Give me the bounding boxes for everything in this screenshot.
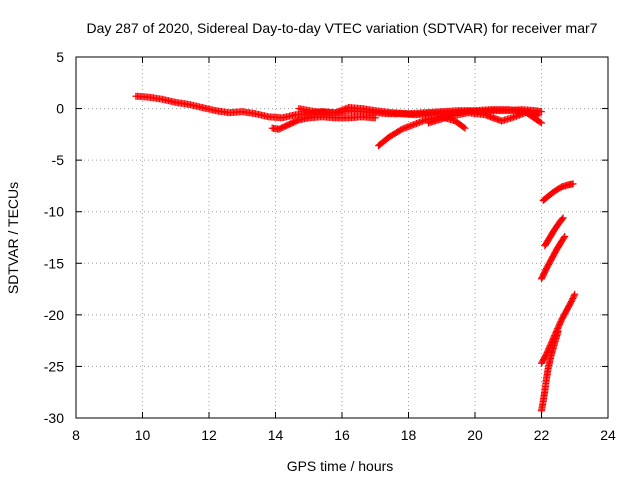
- data-point: [559, 214, 567, 222]
- data-point: [554, 327, 562, 335]
- x-tick-label: 20: [467, 427, 483, 443]
- y-tick-label: 0: [56, 101, 64, 117]
- data-point: [538, 119, 545, 127]
- series-2-points: [268, 113, 379, 133]
- x-tick-label: 12: [201, 427, 217, 443]
- x-tick-label: 24: [600, 427, 616, 443]
- data-point: [558, 215, 566, 223]
- series-10-points: [538, 327, 562, 415]
- y-tick-label: -15: [44, 255, 64, 271]
- y-tick-label: -20: [44, 307, 64, 323]
- data-point: [460, 123, 468, 131]
- series-7-points: [541, 214, 567, 250]
- points-layer: [132, 92, 579, 415]
- series-5-points: [424, 108, 542, 127]
- x-tick-label: 14: [268, 427, 284, 443]
- tick-layer: 8 10 12 14 16 18 20 22 24 5 0 -5 -10 -15 -20 -25 -30: [44, 49, 616, 443]
- x-tick-label: 18: [401, 427, 417, 443]
- x-axis-label: GPS time / hours: [287, 458, 394, 474]
- data-point: [534, 112, 542, 120]
- x-tick-label: 10: [135, 427, 151, 443]
- y-tick-label: -25: [44, 358, 64, 374]
- data-point: [571, 290, 579, 298]
- series-8-points: [538, 232, 569, 283]
- y-tick-label: -30: [44, 410, 64, 426]
- y-tick-label: 5: [56, 49, 64, 65]
- data-point: [536, 118, 544, 126]
- x-tick-label: 8: [72, 427, 80, 443]
- chart-title: Day 287 of 2020, Sidereal Day-to-day VTE…: [87, 20, 598, 36]
- y-tick-label: -10: [44, 204, 64, 220]
- data-point: [561, 232, 569, 240]
- data-point: [569, 180, 577, 188]
- series-6-points: [539, 180, 577, 204]
- x-tick-label: 16: [334, 427, 350, 443]
- data-point: [538, 108, 545, 116]
- data-point: [371, 114, 379, 122]
- data-point: [570, 292, 578, 300]
- y-tick-label: -5: [52, 152, 65, 168]
- data-point: [560, 234, 568, 242]
- x-tick-label: 22: [534, 427, 550, 443]
- data-point: [461, 124, 469, 132]
- y-axis-label: SDTVAR / TECUs: [5, 182, 21, 294]
